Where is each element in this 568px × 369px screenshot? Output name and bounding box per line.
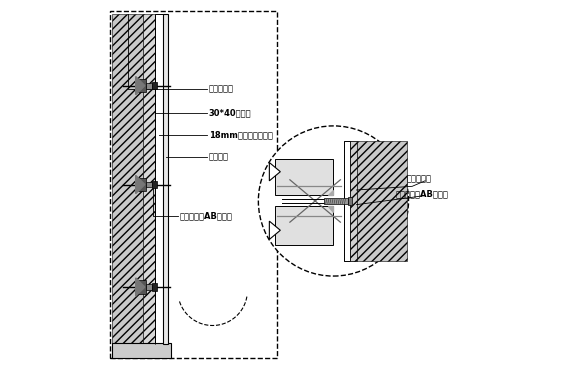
Bar: [137, 280, 145, 294]
Bar: [152, 283, 157, 291]
Polygon shape: [136, 175, 145, 194]
Text: 自攻螺丝加AB胶粘贴: 自攻螺丝加AB胶粘贴: [179, 211, 232, 220]
Bar: [152, 82, 157, 89]
Polygon shape: [328, 190, 333, 196]
Polygon shape: [136, 76, 145, 95]
Polygon shape: [328, 207, 333, 212]
Polygon shape: [136, 278, 145, 296]
Bar: [145, 182, 152, 187]
Bar: [137, 178, 145, 191]
Bar: [344, 141, 350, 261]
Bar: [110, 11, 277, 358]
Bar: [155, 14, 163, 344]
Bar: [112, 343, 170, 355]
Polygon shape: [269, 162, 281, 181]
Bar: [145, 284, 152, 290]
Bar: [350, 141, 407, 261]
Circle shape: [258, 126, 408, 276]
Bar: [275, 207, 333, 245]
Text: 石材墙面: 石材墙面: [209, 152, 229, 162]
Bar: [152, 181, 157, 188]
Bar: [350, 141, 357, 261]
Bar: [143, 14, 155, 344]
Text: 石材侧斜角: 石材侧斜角: [407, 175, 432, 183]
Text: 30*40木龙骨: 30*40木龙骨: [209, 108, 252, 118]
Bar: [112, 343, 171, 358]
Bar: [275, 159, 333, 196]
Bar: [137, 79, 145, 92]
Text: 自攻螺丝加AB胶粘贴: 自攻螺丝加AB胶粘贴: [396, 189, 449, 198]
Polygon shape: [269, 221, 281, 239]
Bar: [348, 197, 352, 206]
Bar: [163, 14, 168, 344]
Bar: [324, 199, 348, 204]
Bar: [145, 83, 152, 89]
Bar: [112, 14, 143, 344]
Text: 建筑结构层: 建筑结构层: [209, 85, 234, 94]
Text: 18mm多层板（防腐）: 18mm多层板（防腐）: [209, 131, 273, 139]
